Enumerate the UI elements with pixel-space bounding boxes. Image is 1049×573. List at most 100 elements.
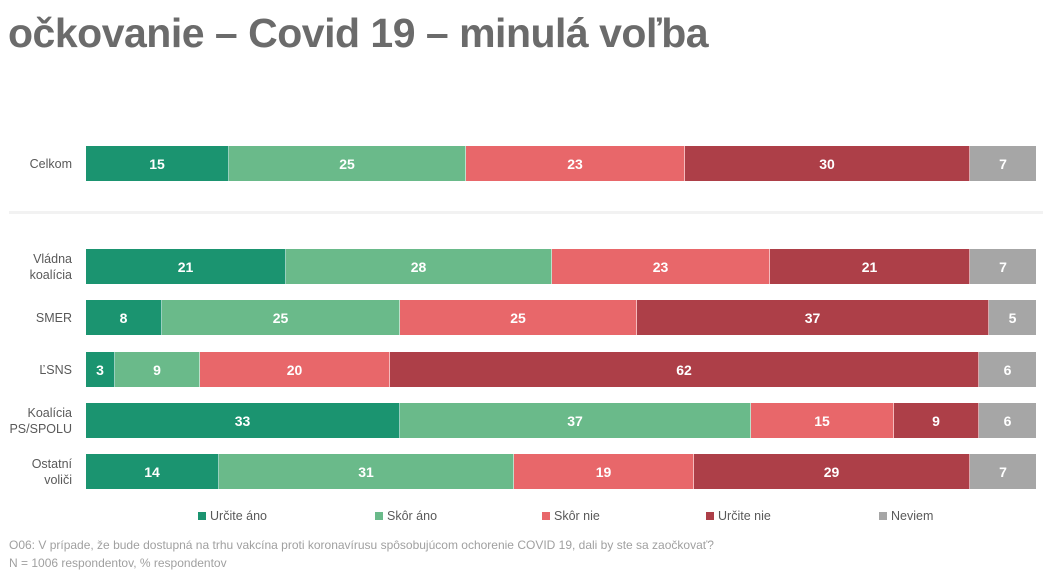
legend-label: Určite áno [210, 509, 267, 523]
footnote-question: O06: V prípade, že bude dostupná na trhu… [9, 538, 714, 552]
bar-segment: 28 [286, 249, 552, 284]
legend-item: Skôr áno [375, 509, 437, 523]
data-label: 19 [595, 463, 612, 480]
bar-segment: 31 [219, 454, 514, 489]
bar-segment: 9 [894, 403, 979, 438]
data-label: 37 [804, 309, 821, 326]
bar-segment: 20 [200, 352, 390, 387]
footnote-sample: N = 1006 respondentov, % respondentov [9, 556, 227, 570]
data-label: 28 [410, 258, 427, 275]
legend-item: Skôr nie [542, 509, 600, 523]
data-label: 62 [676, 361, 692, 378]
data-label: 3 [96, 361, 104, 378]
legend-item: Určite áno [198, 509, 267, 523]
bar-row: 21 28 23 21 7 [86, 249, 1036, 284]
bar-segment: 9 [115, 352, 200, 387]
category-label-line: Celkom [29, 156, 72, 171]
legend-swatch [542, 512, 550, 520]
bar-segment: 15 [751, 403, 894, 438]
bar-segment: 37 [400, 403, 751, 438]
category-label: Vládna koalícia [0, 251, 72, 283]
category-label-line: Ostatní [31, 456, 72, 471]
bar-segment: 37 [637, 300, 989, 335]
data-label: 5 [1008, 309, 1017, 326]
bar-segment: 3 [86, 352, 115, 387]
chart-title: očkovanie – Covid 19 – minulá voľba [8, 10, 709, 56]
category-label: Koalícia PS/SPOLU [0, 405, 72, 437]
category-label-line: ĽSNS [39, 362, 72, 377]
bar-segment: 30 [685, 146, 970, 181]
data-label: 23 [567, 155, 583, 172]
category-label-line: SMER [35, 310, 72, 325]
category-label: Ostatní voliči [0, 456, 72, 488]
bar-segment: 23 [466, 146, 685, 181]
legend-swatch [879, 512, 887, 520]
category-label: ĽSNS [0, 362, 72, 378]
group-separator [9, 211, 1043, 214]
bar-segment: 5 [989, 300, 1036, 335]
legend-swatch [198, 512, 206, 520]
data-label: 7 [999, 463, 1007, 480]
bar-row: 8 25 25 37 5 [86, 300, 1036, 335]
bar-segment: 6 [979, 403, 1036, 438]
legend-label: Neviem [891, 509, 934, 523]
category-label: Celkom [0, 156, 72, 172]
bar-row: 14 31 19 29 7 [86, 454, 1036, 489]
bar-segment: 23 [552, 249, 770, 284]
bar-segment: 29 [694, 454, 970, 489]
legend-item: Určite nie [706, 509, 771, 523]
data-label: 7 [999, 155, 1007, 172]
data-label: 33 [234, 412, 251, 429]
data-label: 31 [358, 463, 374, 480]
bar-segment: 7 [970, 249, 1036, 284]
bar-row: 33 37 15 9 6 [86, 403, 1036, 438]
category-label-line: voliči [44, 472, 72, 487]
bar-segment: 25 [162, 300, 400, 335]
data-label: 21 [861, 258, 878, 275]
bar-segment: 15 [86, 146, 229, 181]
legend-swatch [706, 512, 714, 520]
data-label: 21 [177, 258, 194, 275]
bar-segment: 19 [514, 454, 694, 489]
data-label: 25 [272, 309, 289, 326]
data-label: 7 [999, 258, 1007, 275]
data-label: 37 [567, 412, 583, 429]
data-label: 15 [149, 155, 165, 172]
data-label: 9 [153, 361, 161, 378]
legend-item: Neviem [879, 509, 933, 523]
data-label: 29 [823, 463, 840, 480]
category-label-line: Koalícia [27, 405, 72, 420]
bar-segment: 33 [86, 403, 400, 438]
category-label: SMER [0, 310, 72, 326]
legend-label: Určite nie [718, 509, 771, 523]
legend-label: Skôr nie [554, 509, 600, 523]
data-label: 25 [339, 155, 355, 172]
data-label: 14 [144, 463, 160, 480]
bar-segment: 21 [770, 249, 970, 284]
data-label: 23 [652, 258, 669, 275]
bar-segment: 25 [229, 146, 466, 181]
legend-label: Skôr áno [387, 509, 438, 523]
bar-row: 15 25 23 30 7 [86, 146, 1036, 181]
bar-segment: 7 [970, 454, 1036, 489]
legend-swatch [375, 512, 383, 520]
data-label: 6 [1003, 361, 1012, 378]
data-label: 8 [119, 309, 128, 326]
category-label-line: PS/SPOLU [9, 421, 72, 436]
data-label: 25 [510, 309, 526, 326]
data-label: 6 [1003, 412, 1012, 429]
data-label: 15 [814, 412, 830, 429]
bar-segment: 14 [86, 454, 219, 489]
bar-segment: 6 [979, 352, 1036, 387]
data-label: 20 [286, 361, 303, 378]
bar-segment: 62 [390, 352, 979, 387]
category-label-line: Vládna [33, 251, 72, 266]
category-label-line: koalícia [29, 267, 72, 282]
bar-segment: 7 [970, 146, 1036, 181]
bar-segment: 8 [86, 300, 162, 335]
data-label: 9 [932, 412, 940, 429]
bar-segment: 25 [400, 300, 637, 335]
data-label: 30 [819, 155, 835, 172]
bar-row: 3 9 20 62 6 [86, 352, 1036, 387]
bar-segment: 21 [86, 249, 286, 284]
